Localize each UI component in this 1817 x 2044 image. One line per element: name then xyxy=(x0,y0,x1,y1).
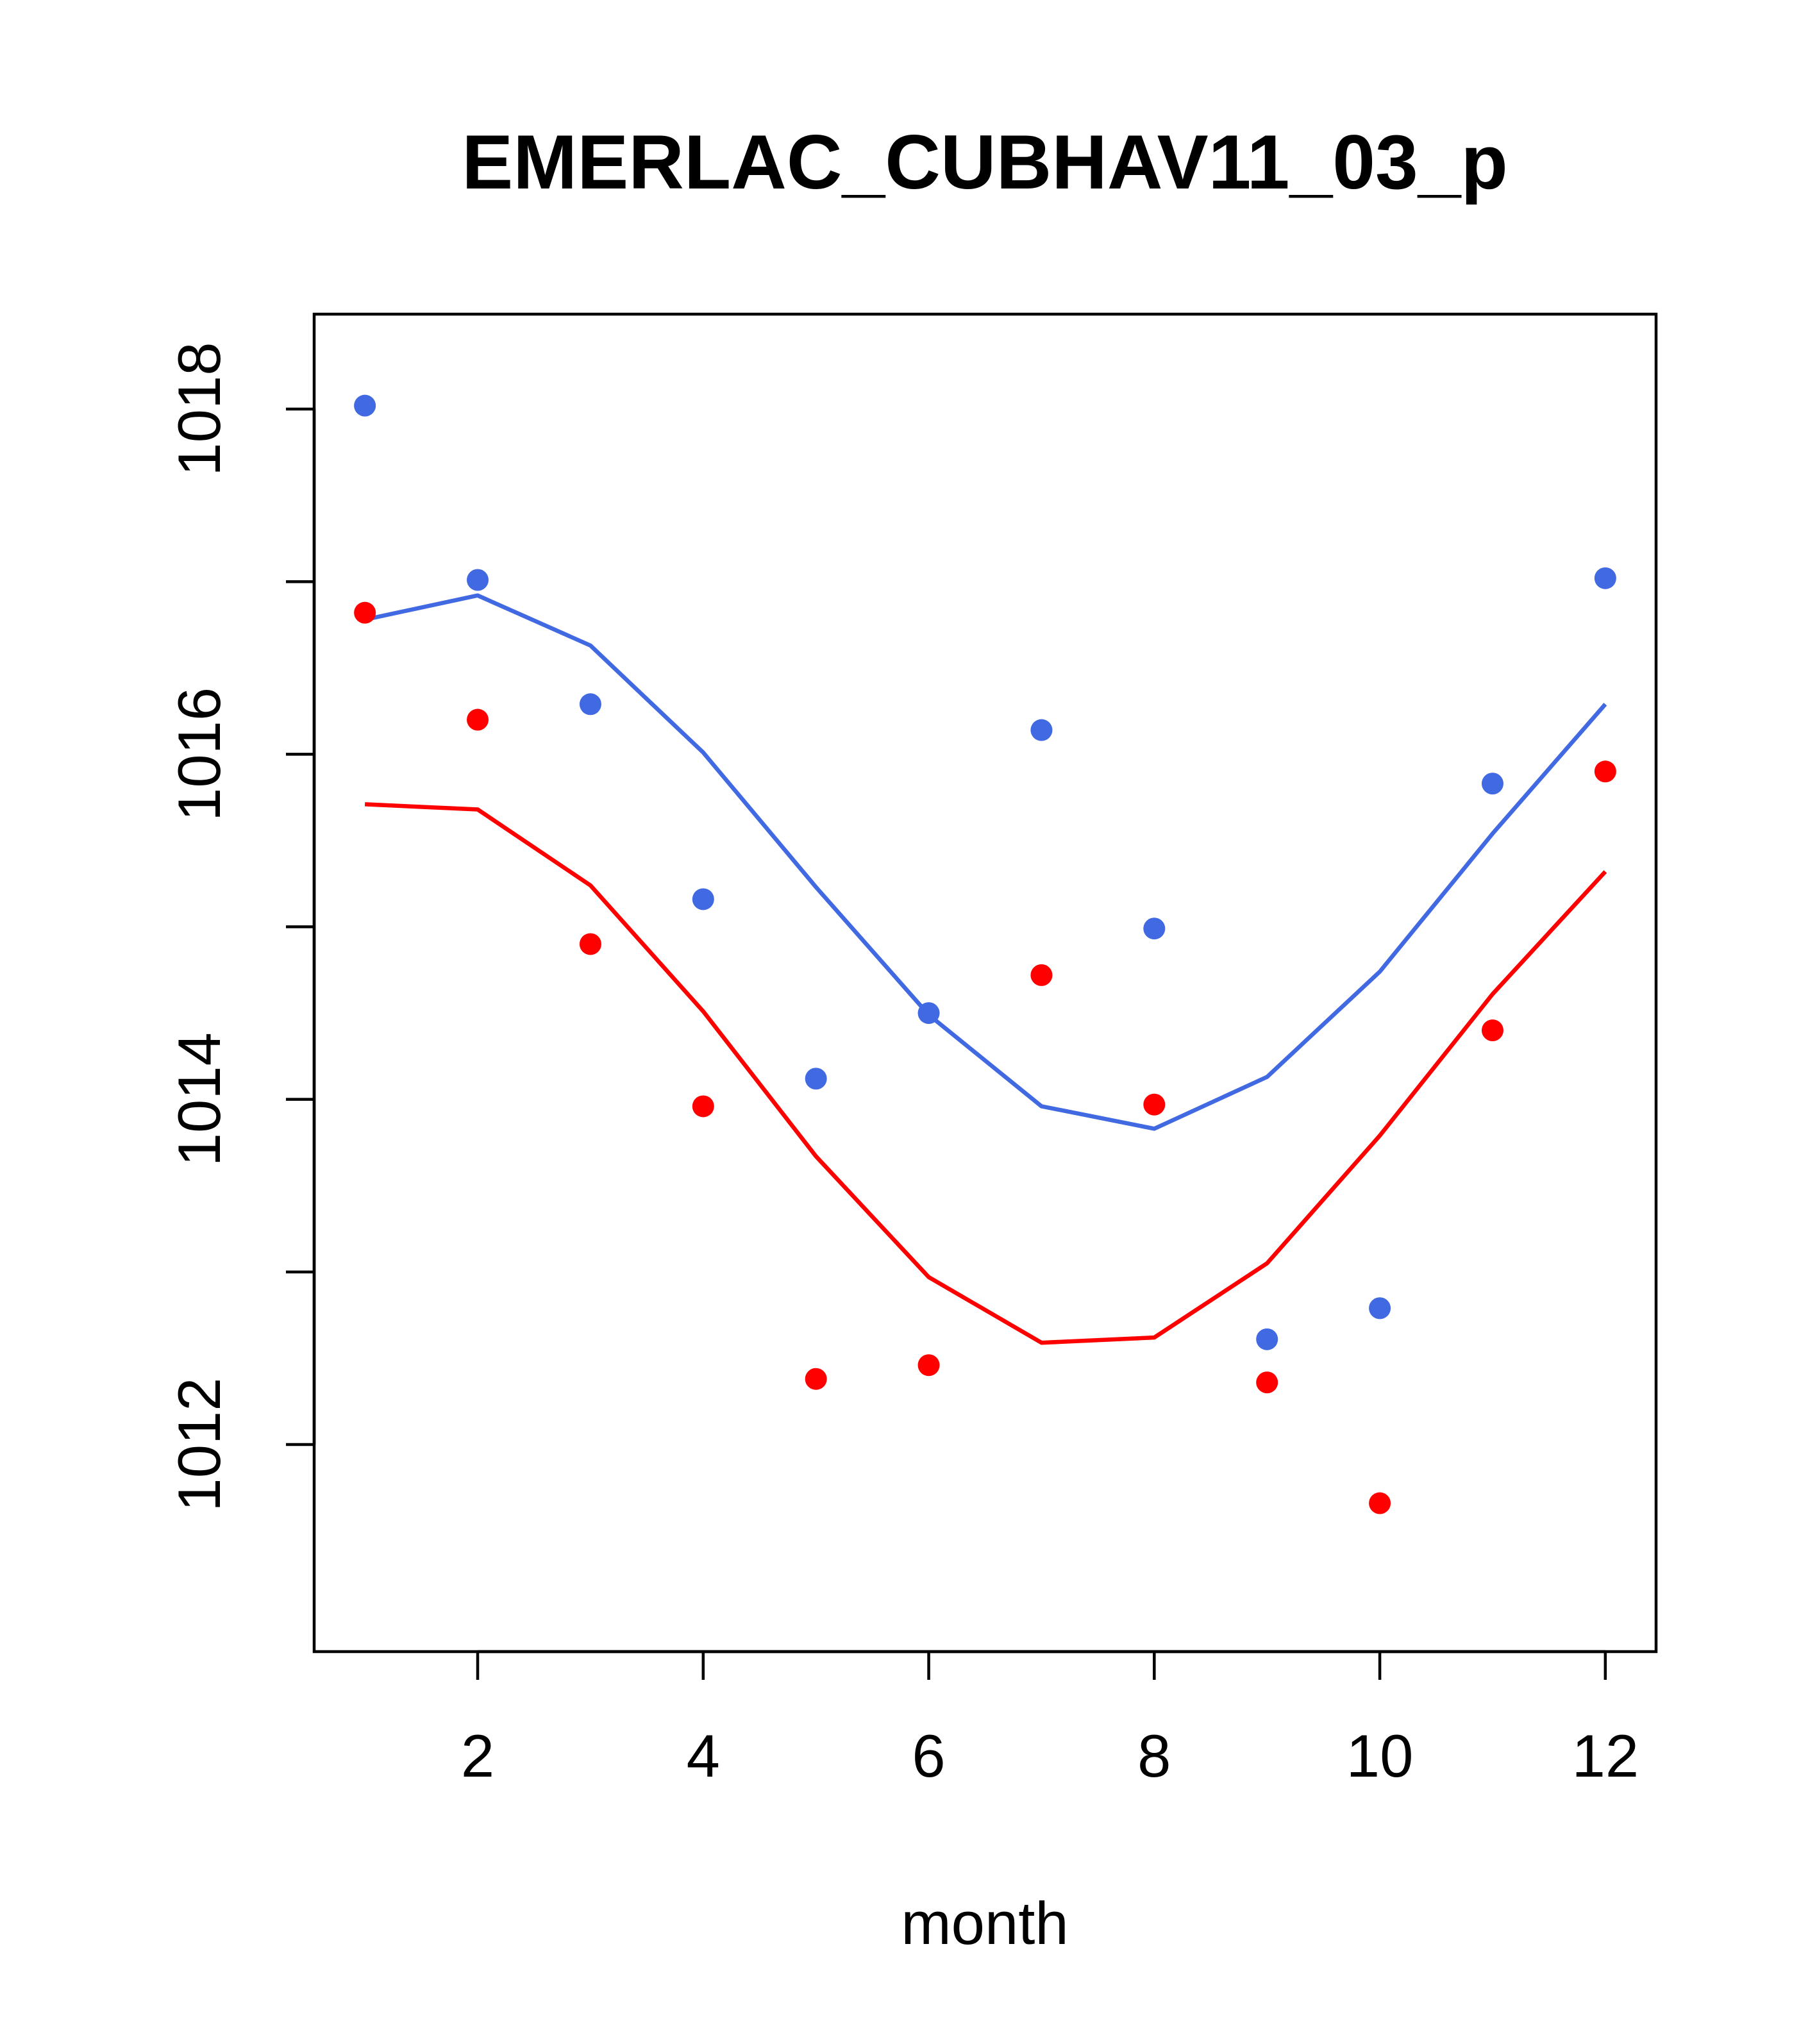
red-points-point xyxy=(354,601,376,624)
x-axis: 2 4 6 8 10 12 xyxy=(461,1650,1639,1789)
x-tick-label: 2 xyxy=(461,1722,494,1789)
plot-frame xyxy=(312,312,1658,1654)
red-points-point xyxy=(1481,1019,1503,1042)
x-tick-label: 6 xyxy=(912,1722,945,1789)
blue-points-point xyxy=(467,569,489,591)
red-points-point xyxy=(917,1354,940,1377)
blue-points-point xyxy=(692,888,714,910)
y-tick-label: 1012 xyxy=(165,1377,233,1511)
blue-points-point xyxy=(1369,1297,1391,1319)
red-points-point xyxy=(579,933,601,955)
series-lines xyxy=(364,593,1607,1345)
red-points-point xyxy=(1594,760,1616,783)
red-points-point xyxy=(1143,1093,1166,1116)
chart-title: EMERLAC_CUBHAV11_03_p xyxy=(462,119,1508,205)
x-tick-label: 4 xyxy=(687,1722,720,1789)
blue-points-point xyxy=(354,394,376,417)
red-points-point xyxy=(1030,964,1053,986)
blue-points-point xyxy=(1481,773,1503,795)
blue-points-point xyxy=(917,1002,940,1025)
y-tick-label: 1018 xyxy=(165,342,233,476)
red-points-point xyxy=(1256,1371,1278,1394)
y-tick-label: 1014 xyxy=(165,1032,233,1166)
blue-points-point xyxy=(1594,567,1616,589)
blue-points-point xyxy=(579,693,601,716)
red-points-point xyxy=(692,1095,714,1118)
blue-points-point xyxy=(1256,1328,1278,1350)
x-tick-label: 8 xyxy=(1137,1722,1171,1789)
red-points-point xyxy=(467,708,489,731)
x-axis-title: month xyxy=(901,1889,1068,1957)
blue-points-point xyxy=(1030,719,1053,741)
blue-curve-line xyxy=(364,593,1607,1131)
x-tick-label: 12 xyxy=(1572,1722,1639,1789)
red-curve-line xyxy=(364,802,1607,1345)
red-points-point xyxy=(1369,1492,1391,1514)
y-tick-label: 1016 xyxy=(165,687,233,821)
y-axis: 1012 1014 1016 1018 xyxy=(165,342,316,1512)
series-points xyxy=(354,394,1616,1514)
x-tick-label: 10 xyxy=(1346,1722,1414,1789)
blue-points-point xyxy=(1143,917,1166,940)
blue-points-point xyxy=(805,1068,827,1090)
red-points-point xyxy=(805,1368,827,1390)
